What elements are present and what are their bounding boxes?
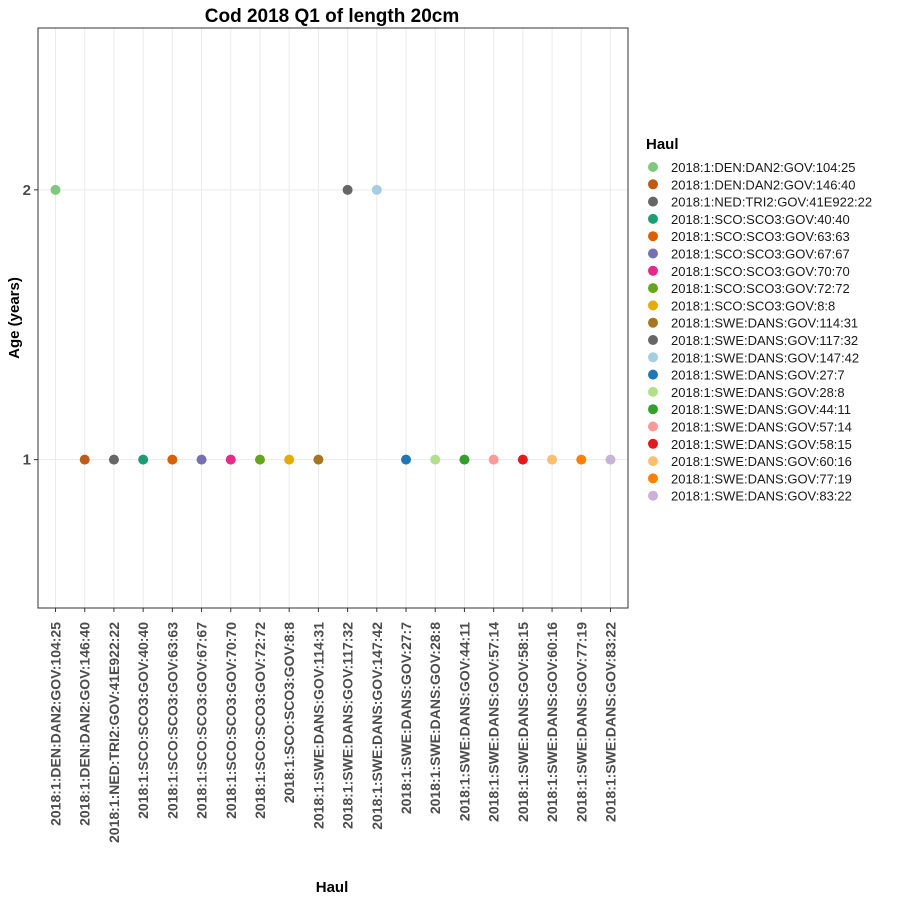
data-point — [79, 454, 90, 465]
legend-key — [648, 421, 658, 432]
x-tick-label: 2018:1:SWE:DANS:GOV:28:8 — [427, 622, 443, 814]
x-tick-label: 2018:1:SWE:DANS:GOV:57:14 — [486, 622, 502, 822]
legend-key — [648, 300, 658, 311]
data-point — [488, 454, 499, 465]
legend-key — [648, 179, 658, 190]
legend-label: 2018:1:SWE:DANS:GOV:117:32 — [671, 333, 858, 348]
x-axis: 2018:1:DEN:DAN2:GOV:104:25 2018:1:DEN:DAN… — [48, 608, 618, 843]
legend-key — [648, 213, 658, 224]
x-tick-label: 2018:1:SWE:DANS:GOV:117:32 — [340, 622, 356, 829]
legend-label: 2018:1:SWE:DANS:GOV:77:19 — [671, 471, 852, 486]
data-point — [313, 454, 324, 465]
data-point — [517, 454, 528, 465]
legend-key — [648, 283, 658, 294]
legend-label: 2018:1:SWE:DANS:GOV:83:22 — [671, 489, 852, 504]
legend-key — [648, 456, 658, 467]
data-point — [605, 454, 616, 465]
legend-label: 2018:1:SWE:DANS:GOV:28:8 — [671, 385, 845, 400]
data-point — [371, 184, 382, 195]
plot-border — [37, 27, 629, 609]
legend-key — [648, 352, 658, 363]
y-axis: 12 — [23, 182, 38, 469]
data-point — [576, 454, 587, 465]
legend-label: 2018:1:SWE:DANS:GOV:57:14 — [671, 420, 852, 435]
legend-label: 2018:1:SWE:DANS:GOV:114:31 — [671, 316, 858, 331]
x-tick-label: 2018:1:SWE:DANS:GOV:27:7 — [398, 622, 414, 814]
x-tick-label: 2018:1:SCO:SCO3:GOV:70:70 — [223, 622, 239, 819]
y-tick-label: 2 — [23, 182, 31, 199]
x-tick-label: 2018:1:NED:TRI2:GOV:41E922:22 — [106, 622, 122, 843]
x-tick-label: 2018:1:SCO:SCO3:GOV:40:40 — [135, 622, 151, 819]
data-point — [284, 454, 295, 465]
legend-label: 2018:1:SWE:DANS:GOV:58:15 — [671, 437, 852, 452]
legend-label: 2018:1:DEN:DAN2:GOV:104:25 — [671, 160, 856, 175]
x-tick-label: 2018:1:SWE:DANS:GOV:60:16 — [544, 622, 560, 822]
x-tick-label: 2018:1:SWE:DANS:GOV:58:15 — [515, 622, 531, 822]
y-axis-title: Age (years) — [6, 277, 23, 359]
data-points — [50, 184, 616, 465]
legend-key — [648, 196, 658, 207]
legend-key — [648, 335, 658, 345]
legend-key — [648, 162, 658, 172]
y-tick-label: 1 — [23, 452, 31, 469]
gridlines — [38, 28, 628, 608]
legend-key — [648, 248, 658, 259]
data-point — [401, 454, 412, 465]
x-tick-label: 2018:1:DEN:DAN2:GOV:146:40 — [77, 622, 93, 826]
data-point — [430, 454, 441, 465]
legend-label: 2018:1:SCO:SCO3:GOV:72:72 — [671, 281, 850, 296]
data-point — [342, 184, 353, 195]
legend-label: 2018:1:SCO:SCO3:GOV:70:70 — [671, 264, 850, 279]
data-point — [225, 454, 236, 465]
x-axis-title: Haul — [316, 879, 349, 896]
data-point — [50, 184, 61, 195]
legend-label: 2018:1:SWE:DANS:GOV:44:11 — [671, 402, 851, 417]
data-point — [547, 454, 558, 465]
x-tick-label: 2018:1:SCO:SCO3:GOV:8:8 — [281, 622, 297, 803]
data-point — [167, 454, 178, 465]
legend-key — [648, 404, 658, 415]
data-point — [138, 454, 149, 465]
legend-title: Haul — [646, 136, 679, 153]
legend-label: 2018:1:SWE:DANS:GOV:147:42 — [671, 350, 859, 365]
legend-key — [648, 386, 658, 397]
x-tick-label: 2018:1:SWE:DANS:GOV:44:11 — [456, 622, 472, 821]
x-tick-label: 2018:1:SWE:DANS:GOV:83:22 — [602, 622, 618, 822]
legend-key — [648, 490, 658, 501]
legend-label: 2018:1:SCO:SCO3:GOV:40:40 — [671, 212, 850, 227]
x-tick-label: 2018:1:SWE:DANS:GOV:77:19 — [573, 622, 589, 822]
chart-title: Cod 2018 Q1 of length 20cm — [205, 6, 459, 27]
legend-label: 2018:1:SWE:DANS:GOV:27:7 — [671, 368, 845, 383]
legend: Haul 2018:1:DEN:DAN2:GOV:104:25 2018:1:DE… — [646, 136, 872, 504]
legend-key — [648, 231, 658, 242]
legend-label: 2018:1:DEN:DAN2:GOV:146:40 — [671, 177, 856, 192]
plot-panel — [38, 28, 628, 608]
legend-key — [648, 473, 658, 484]
legend-key — [648, 369, 658, 380]
legend-label: 2018:1:SCO:SCO3:GOV:8:8 — [671, 298, 835, 313]
x-tick-label: 2018:1:SCO:SCO3:GOV:67:67 — [194, 622, 210, 819]
legend-key — [648, 438, 658, 449]
data-point — [459, 454, 470, 465]
data-point — [196, 454, 207, 465]
legend-label: 2018:1:SCO:SCO3:GOV:63:63 — [671, 229, 850, 244]
x-tick-label: 2018:1:DEN:DAN2:GOV:104:25 — [48, 622, 64, 826]
x-tick-label: 2018:1:SWE:DANS:GOV:114:31 — [310, 622, 326, 829]
legend-label: 2018:1:NED:TRI2:GOV:41E922:22 — [671, 195, 872, 210]
x-tick-label: 2018:1:SCO:SCO3:GOV:72:72 — [252, 622, 268, 819]
legend-key — [648, 265, 658, 276]
data-point — [254, 454, 265, 465]
data-point — [108, 454, 119, 465]
x-tick-label: 2018:1:SWE:DANS:GOV:147:42 — [369, 622, 385, 830]
legend-label: 2018:1:SCO:SCO3:GOV:67:67 — [671, 247, 850, 262]
x-tick-label: 2018:1:SCO:SCO3:GOV:63:63 — [164, 622, 180, 819]
legend-key — [648, 317, 658, 328]
legend-label: 2018:1:SWE:DANS:GOV:60:16 — [671, 454, 852, 469]
